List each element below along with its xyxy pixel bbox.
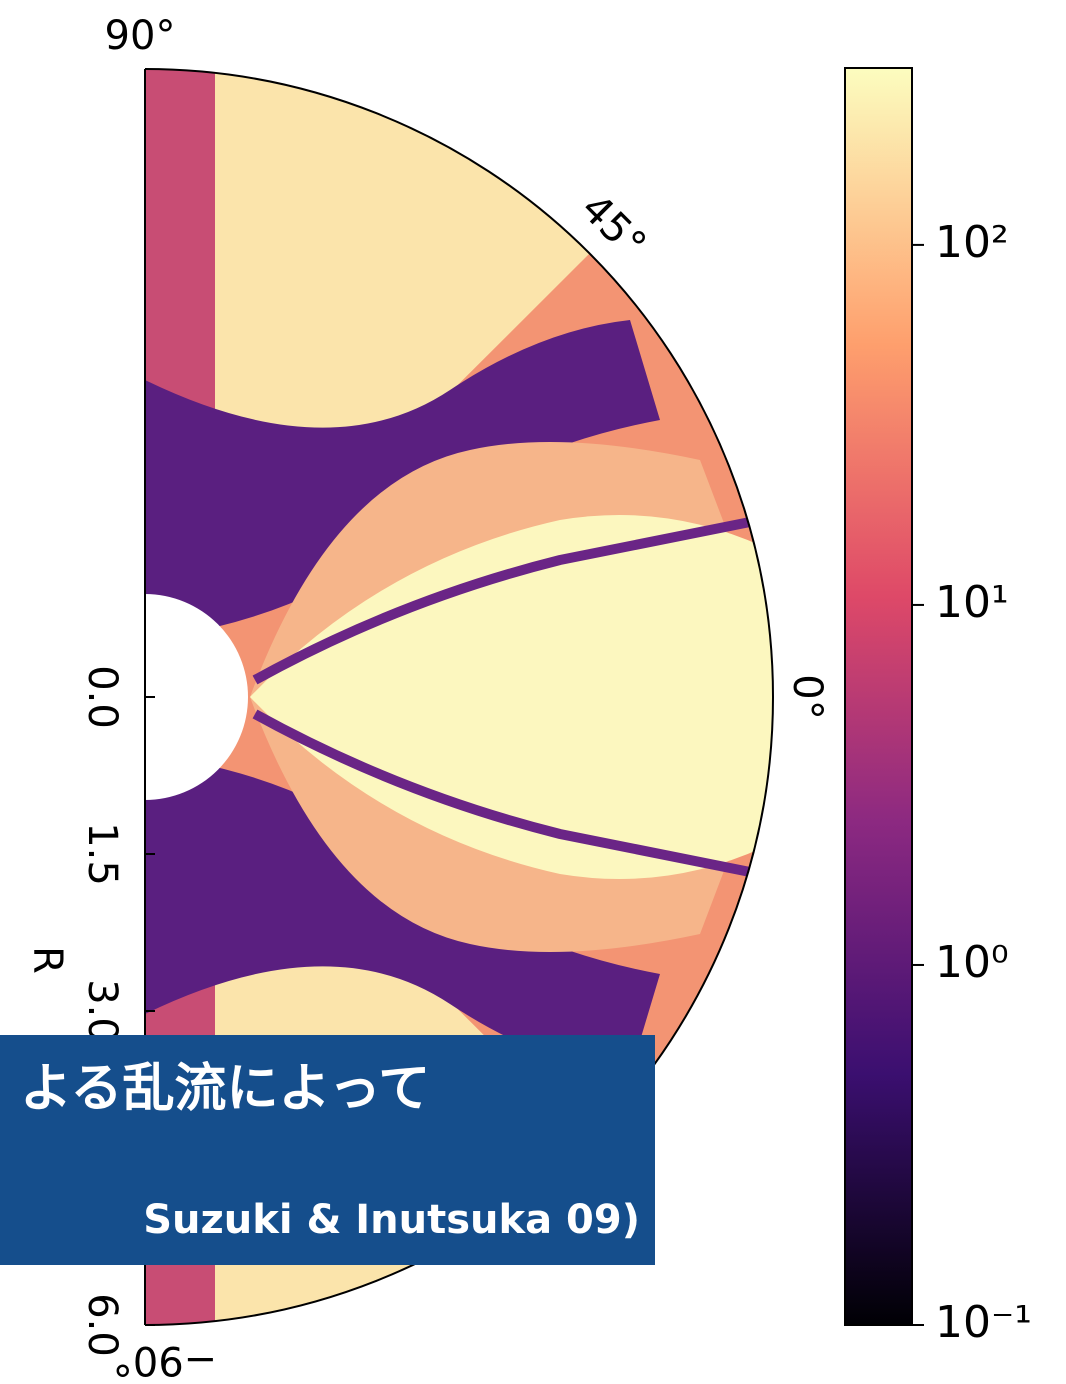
page: 90°45°0°−90°0.01.53.06.0R10⁻¹10⁰10¹10² よ… bbox=[0, 0, 1066, 1384]
radial-tick-label: 1.5 bbox=[79, 822, 125, 886]
colorbar-tick-label: 10¹ bbox=[935, 577, 1009, 628]
angle-label: 0° bbox=[784, 674, 830, 719]
colorbar-tick-label: 10² bbox=[935, 217, 1009, 268]
axis-label: R bbox=[24, 946, 70, 974]
radial-tick-label: 0.0 bbox=[79, 665, 125, 729]
caption-line: Suzuki & Inutsuka 09) bbox=[143, 1197, 640, 1243]
angle-label: −90° bbox=[113, 1337, 217, 1383]
colorbar-tick-label: 10⁰ bbox=[935, 937, 1009, 988]
colorbar bbox=[845, 68, 912, 1325]
caption-line: よる乱流によって bbox=[20, 1059, 430, 1119]
radial-tick-label: 6.0 bbox=[79, 1293, 125, 1357]
angle-label: 90° bbox=[105, 13, 176, 59]
colorbar-tick-label: 10⁻¹ bbox=[935, 1297, 1032, 1348]
radial-tick-label: 3.0 bbox=[79, 979, 125, 1043]
